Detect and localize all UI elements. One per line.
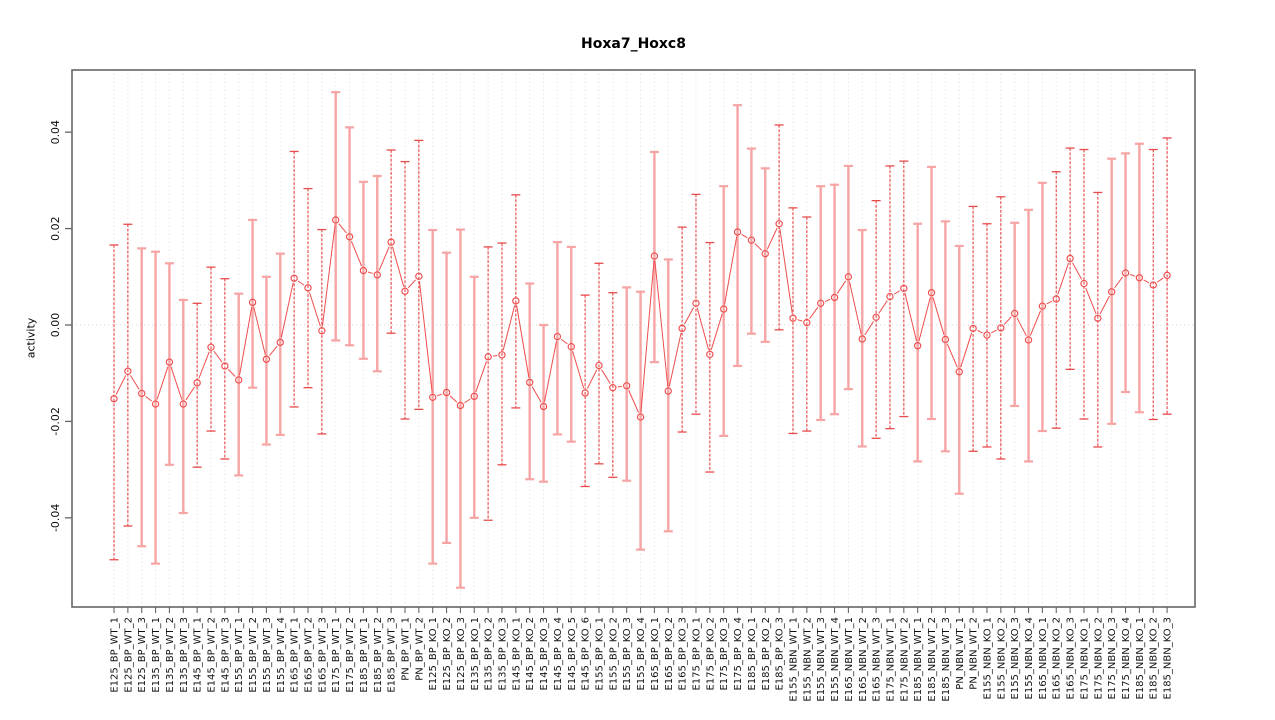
svg-text:E125_BP_WT_3: E125_BP_WT_3 (137, 617, 148, 693)
svg-text:-0.04: -0.04 (49, 504, 62, 532)
svg-text:E125_BP_WT_2: E125_BP_WT_2 (123, 617, 134, 693)
svg-text:E125_BP_KO_3: E125_BP_KO_3 (456, 617, 467, 691)
svg-text:E135_BP_WT_3: E135_BP_WT_3 (179, 617, 190, 693)
svg-text:E155_NBN_KO_1: E155_NBN_KO_1 (982, 617, 993, 699)
svg-text:E185_NBN_KO_3: E185_NBN_KO_3 (1163, 617, 1174, 699)
svg-text:E185_BP_WT_2: E185_BP_WT_2 (373, 617, 384, 693)
svg-text:E155_BP_KO_3: E155_BP_KO_3 (622, 617, 633, 691)
svg-text:E155_BP_KO_4: E155_BP_KO_4 (636, 617, 647, 691)
svg-text:E175_BP_WT_2: E175_BP_WT_2 (345, 617, 356, 693)
svg-text:E185_NBN_WT_3: E185_NBN_WT_3 (941, 617, 952, 702)
svg-text:E185_BP_KO_3: E185_BP_KO_3 (775, 617, 786, 691)
svg-text:E165_NBN_KO_3: E165_NBN_KO_3 (1066, 617, 1077, 699)
svg-text:E145_BP_KO_6: E145_BP_KO_6 (581, 617, 592, 691)
svg-text:E145_BP_KO_1: E145_BP_KO_1 (511, 617, 522, 691)
svg-text:E145_BP_KO_5: E145_BP_KO_5 (567, 617, 578, 691)
svg-text:E175_NBN_WT_2: E175_NBN_WT_2 (899, 617, 910, 702)
svg-text:E175_NBN_KO_3: E175_NBN_KO_3 (1107, 617, 1118, 699)
svg-text:E185_BP_KO_2: E185_BP_KO_2 (761, 617, 772, 691)
svg-text:E185_NBN_WT_2: E185_NBN_WT_2 (927, 617, 938, 702)
svg-text:PN_BP_WT_2: PN_BP_WT_2 (414, 617, 425, 681)
svg-text:E185_BP_WT_3: E185_BP_WT_3 (387, 617, 398, 693)
svg-text:E145_BP_WT_3: E145_BP_WT_3 (220, 617, 231, 693)
svg-text:E165_NBN_KO_2: E165_NBN_KO_2 (1052, 617, 1063, 699)
svg-text:E135_BP_WT_2: E135_BP_WT_2 (165, 617, 176, 693)
svg-text:E155_NBN_WT_2: E155_NBN_WT_2 (802, 617, 813, 702)
svg-text:E165_BP_WT_1: E165_BP_WT_1 (290, 617, 301, 693)
svg-text:E145_BP_KO_2: E145_BP_KO_2 (525, 617, 536, 691)
svg-text:E165_NBN_WT_2: E165_NBN_WT_2 (858, 617, 869, 702)
svg-text:E125_BP_KO_1: E125_BP_KO_1 (428, 617, 439, 691)
svg-text:PN_NBN_WT_2: PN_NBN_WT_2 (969, 617, 980, 690)
svg-text:E175_BP_WT_1: E175_BP_WT_1 (331, 617, 342, 693)
svg-text:E185_NBN_KO_2: E185_NBN_KO_2 (1149, 617, 1160, 699)
svg-text:E165_BP_KO_2: E165_BP_KO_2 (664, 617, 675, 691)
svg-text:E175_BP_KO_1: E175_BP_KO_1 (691, 617, 702, 691)
svg-text:E165_NBN_KO_1: E165_NBN_KO_1 (1038, 617, 1049, 699)
svg-text:E185_BP_WT_1: E185_BP_WT_1 (359, 617, 370, 693)
svg-text:E175_NBN_KO_2: E175_NBN_KO_2 (1093, 617, 1104, 699)
chart-title: Hoxa7_Hoxc8 (581, 36, 686, 52)
svg-text:E185_NBN_KO_1: E185_NBN_KO_1 (1135, 617, 1146, 699)
svg-text:E155_NBN_KO_4: E155_NBN_KO_4 (1024, 617, 1035, 699)
svg-text:E175_BP_KO_4: E175_BP_KO_4 (733, 617, 744, 691)
svg-text:E165_BP_WT_2: E165_BP_WT_2 (303, 617, 314, 693)
svg-text:0.02: 0.02 (49, 216, 62, 241)
svg-text:E175_BP_KO_2: E175_BP_KO_2 (705, 617, 716, 691)
svg-text:E155_NBN_KO_2: E155_NBN_KO_2 (996, 617, 1007, 699)
svg-text:E155_BP_WT_2: E155_BP_WT_2 (248, 617, 259, 693)
svg-text:E145_BP_KO_3: E145_BP_KO_3 (539, 617, 550, 691)
svg-text:E165_NBN_WT_3: E165_NBN_WT_3 (872, 617, 883, 702)
svg-text:0.04: 0.04 (49, 120, 62, 145)
svg-text:E145_BP_KO_4: E145_BP_KO_4 (553, 617, 564, 691)
svg-text:E155_BP_WT_4: E155_BP_WT_4 (276, 617, 287, 693)
svg-text:E165_BP_KO_1: E165_BP_KO_1 (650, 617, 661, 691)
svg-text:E165_BP_KO_3: E165_BP_KO_3 (678, 617, 689, 691)
svg-text:E155_NBN_WT_3: E155_NBN_WT_3 (816, 617, 827, 702)
svg-text:E135_BP_KO_2: E135_BP_KO_2 (484, 617, 495, 691)
svg-text:E165_NBN_WT_1: E165_NBN_WT_1 (844, 617, 855, 702)
svg-text:0.00: 0.00 (49, 313, 62, 338)
svg-text:E155_NBN_WT_1: E155_NBN_WT_1 (788, 617, 799, 702)
svg-text:E145_BP_WT_1: E145_BP_WT_1 (193, 617, 204, 693)
svg-text:E135_BP_KO_1: E135_BP_KO_1 (470, 617, 481, 691)
svg-text:E125_BP_KO_2: E125_BP_KO_2 (442, 617, 453, 691)
svg-text:E155_BP_KO_1: E155_BP_KO_1 (594, 617, 605, 691)
svg-text:E155_NBN_WT_4: E155_NBN_WT_4 (830, 617, 841, 702)
svg-text:E175_NBN_KO_4: E175_NBN_KO_4 (1121, 617, 1132, 699)
svg-text:E145_BP_WT_2: E145_BP_WT_2 (206, 617, 217, 693)
svg-text:E185_BP_KO_1: E185_BP_KO_1 (747, 617, 758, 691)
svg-text:E135_BP_WT_1: E135_BP_WT_1 (151, 617, 162, 693)
svg-text:E175_BP_KO_3: E175_BP_KO_3 (719, 617, 730, 691)
svg-text:E155_NBN_KO_3: E155_NBN_KO_3 (1010, 617, 1021, 699)
svg-text:PN_NBN_WT_1: PN_NBN_WT_1 (955, 617, 966, 690)
svg-text:E175_NBN_KO_1: E175_NBN_KO_1 (1079, 617, 1090, 699)
svg-text:E175_NBN_WT_1: E175_NBN_WT_1 (885, 617, 896, 702)
svg-text:E125_BP_WT_1: E125_BP_WT_1 (110, 617, 121, 693)
svg-text:E155_BP_KO_2: E155_BP_KO_2 (608, 617, 619, 691)
svg-text:E155_BP_WT_1: E155_BP_WT_1 (234, 617, 245, 693)
svg-text:-0.02: -0.02 (49, 407, 62, 435)
svg-text:PN_BP_WT_1: PN_BP_WT_1 (400, 617, 411, 681)
svg-text:E165_BP_WT_3: E165_BP_WT_3 (317, 617, 328, 693)
svg-text:E185_NBN_WT_1: E185_NBN_WT_1 (913, 617, 924, 702)
svg-text:E135_BP_KO_3: E135_BP_KO_3 (497, 617, 508, 691)
svg-text:E155_BP_WT_3: E155_BP_WT_3 (262, 617, 273, 693)
